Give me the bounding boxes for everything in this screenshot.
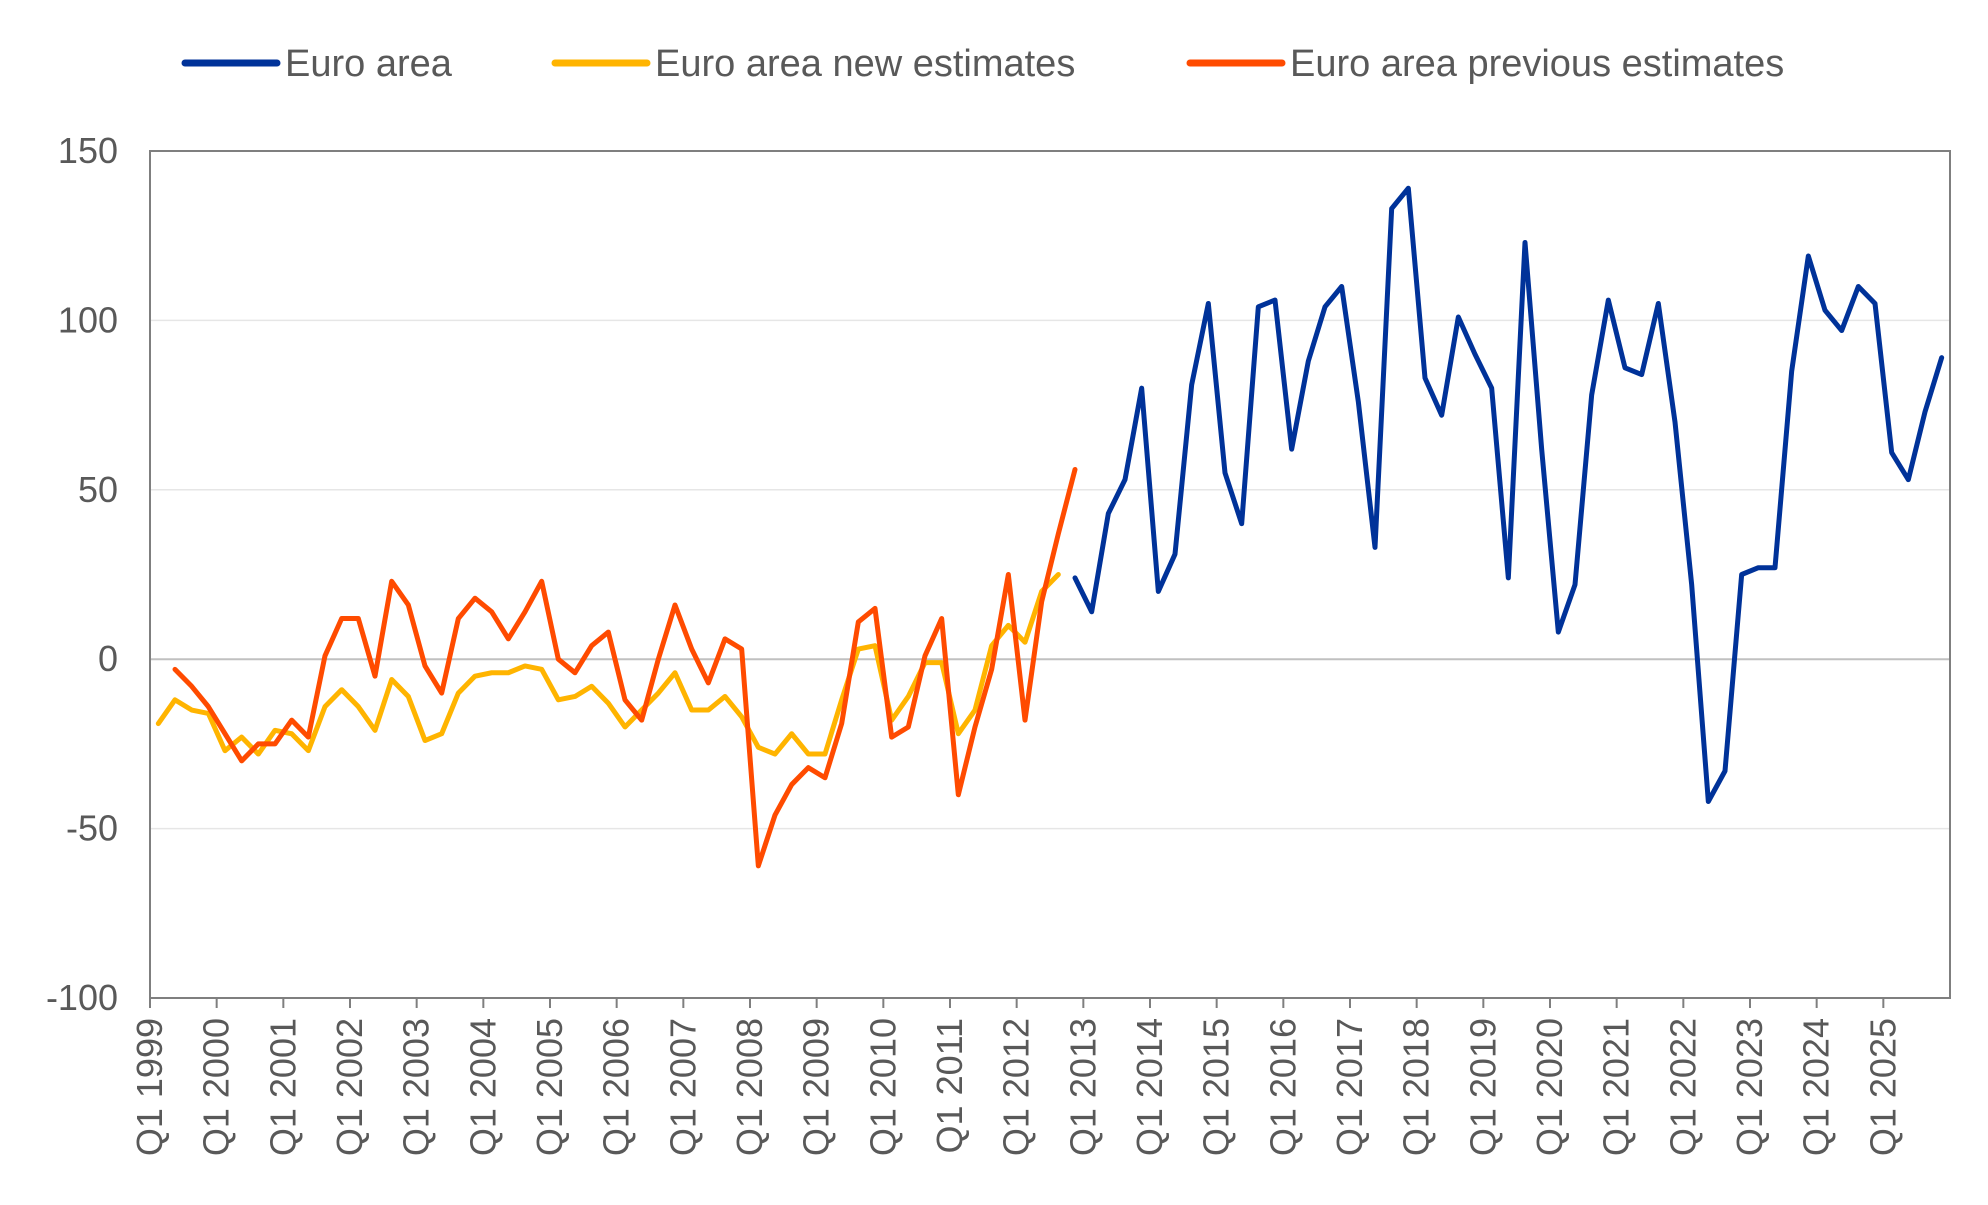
plot-border — [149, 150, 1951, 999]
x-axis: Q1 1999 Q1 2000 Q1 2001 Q1 2002 Q1 2003 Q1 20… — [129, 998, 1903, 1156]
x-tick-label: Q1 2006 — [596, 1018, 637, 1156]
x-tick-label: Q1 1999 — [129, 1018, 170, 1156]
legend-label: Euro area new estimates — [655, 43, 1075, 85]
legend-label: Euro area — [285, 43, 453, 85]
legend: Euro area Euro area new estimates Euro are… — [181, 43, 1784, 85]
x-tick-label: Q1 2017 — [1329, 1018, 1370, 1156]
x-tick-label: Q1 2025 — [1862, 1018, 1903, 1156]
x-tick-label: Q1 2019 — [1462, 1018, 1503, 1156]
x-tick-label: Q1 2004 — [462, 1018, 503, 1156]
y-tick-label: -50 — [66, 808, 118, 849]
x-tick-label: Q1 2005 — [529, 1018, 570, 1156]
x-tick-label: Q1 2015 — [1196, 1018, 1237, 1156]
x-tick-label: Q1 2014 — [1129, 1018, 1170, 1156]
x-tick-label: Q1 2011 — [929, 1018, 970, 1153]
x-tick-label: Q1 2012 — [996, 1018, 1037, 1156]
y-tick-label: 50 — [78, 469, 118, 510]
x-tick-label: Q1 2024 — [1796, 1018, 1837, 1156]
x-tick-label: Q1 2001 — [262, 1018, 303, 1156]
legend-label: Euro area previous estimates — [1290, 43, 1784, 85]
y-tick-label: -100 — [46, 977, 118, 1018]
y-tick-label: 150 — [58, 130, 118, 171]
x-tick-label: Q1 2021 — [1596, 1018, 1637, 1156]
series-layer — [155, 185, 1945, 869]
x-tick-label: Q1 2013 — [1062, 1018, 1103, 1156]
series-line-euro-area-previous-estimates — [172, 466, 1078, 869]
x-tick-label: Q1 2023 — [1729, 1018, 1770, 1156]
x-tick-label: Q1 2022 — [1662, 1018, 1703, 1156]
series-line-euro-area-new-estimates — [155, 572, 1061, 757]
x-tick-label: Q1 2020 — [1529, 1018, 1570, 1156]
x-tick-label: Q1 2003 — [396, 1018, 437, 1156]
y-axis: -100 -50 0 50 100 150 — [46, 130, 118, 1018]
x-tick-label: Q1 2009 — [796, 1018, 837, 1156]
x-tick-label: Q1 2007 — [662, 1018, 703, 1156]
x-tick-label: Q1 2002 — [329, 1018, 370, 1156]
series-line-euro-area — [1072, 185, 1945, 804]
x-tick-label: Q1 2018 — [1396, 1018, 1437, 1156]
x-tick-label: Q1 2000 — [196, 1018, 237, 1156]
x-tick-label: Q1 2016 — [1262, 1018, 1303, 1156]
y-tick-label: 0 — [98, 638, 118, 679]
x-tick-label: Q1 2010 — [862, 1018, 903, 1156]
x-tick-label: Q1 2008 — [729, 1018, 770, 1156]
y-tick-label: 100 — [58, 299, 118, 340]
